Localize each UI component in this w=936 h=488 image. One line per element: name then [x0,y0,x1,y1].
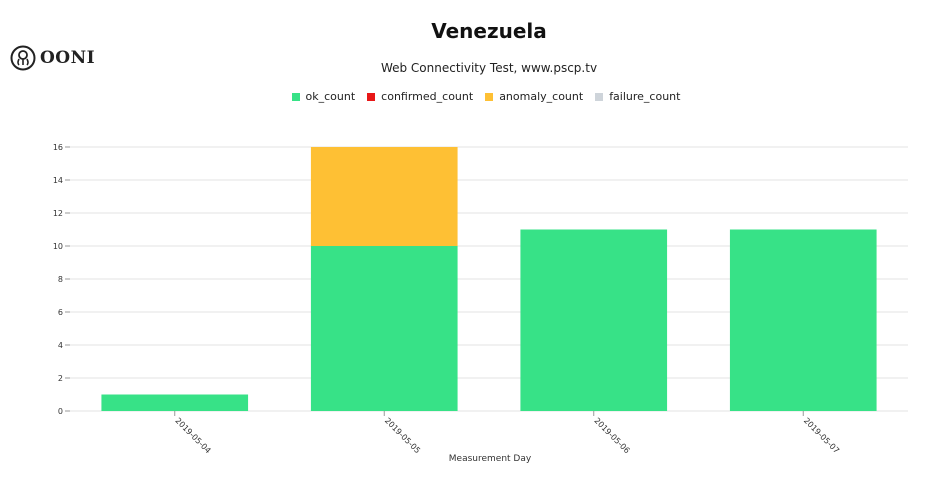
x-tick-label: 2019-05-05 [383,416,422,455]
legend-label: confirmed_count [381,90,474,103]
legend-item-failure-count[interactable]: failure_count [595,90,680,103]
y-tick-label: 14 [53,176,63,185]
y-tick-label: 8 [58,275,63,284]
y-tick-label: 6 [58,308,63,317]
x-tick-label: 2019-05-06 [592,416,631,455]
bar-ok-count [101,394,249,411]
bar-ok-count [310,246,458,411]
bars [101,147,877,411]
legend-label: anomaly_count [499,90,584,103]
x-axis: 2019-05-04 2019-05-05 2019-05-06 2019-05-07 [173,411,841,455]
legend-swatch [291,92,300,101]
ooni-logo: OONI [10,44,95,72]
chart-subtitle: Web Connectivity Test, www.pscp.tv [380,61,598,75]
x-tick-label: 2019-05-04 [173,416,212,455]
legend-item-confirmed-count[interactable]: confirmed_count [367,90,473,103]
legend-item-anomaly-count[interactable]: anomaly_count [485,90,583,103]
chart-legend: ok_count confirmed_count anomaly_count f… [0,90,936,103]
legend-swatch [595,92,604,101]
chart-title: Venezuela [431,19,547,43]
legend-swatch [367,92,376,101]
legend-label: failure_count [609,90,681,103]
legend-label: ok_count [305,90,356,103]
y-tick-label: 0 [58,407,63,416]
y-tick-label: 12 [53,209,63,218]
y-axis: 0 2 4 6 8 10 12 14 16 [53,143,70,416]
x-tick-label: 2019-05-07 [802,416,841,455]
bar-anomaly-count [310,147,458,246]
y-tick-label: 10 [53,242,63,251]
bar-ok-count [729,229,877,411]
ooni-octopus-icon [10,45,36,71]
bar-ok-count [520,229,668,411]
y-tick-label: 2 [58,374,63,383]
y-tick-label: 16 [53,143,63,152]
x-axis-title: Measurement Day [449,454,532,464]
legend-swatch [485,92,494,101]
y-tick-label: 4 [58,341,63,350]
brand-name: OONI [40,48,96,68]
legend-item-ok-count[interactable]: ok_count [291,90,356,103]
